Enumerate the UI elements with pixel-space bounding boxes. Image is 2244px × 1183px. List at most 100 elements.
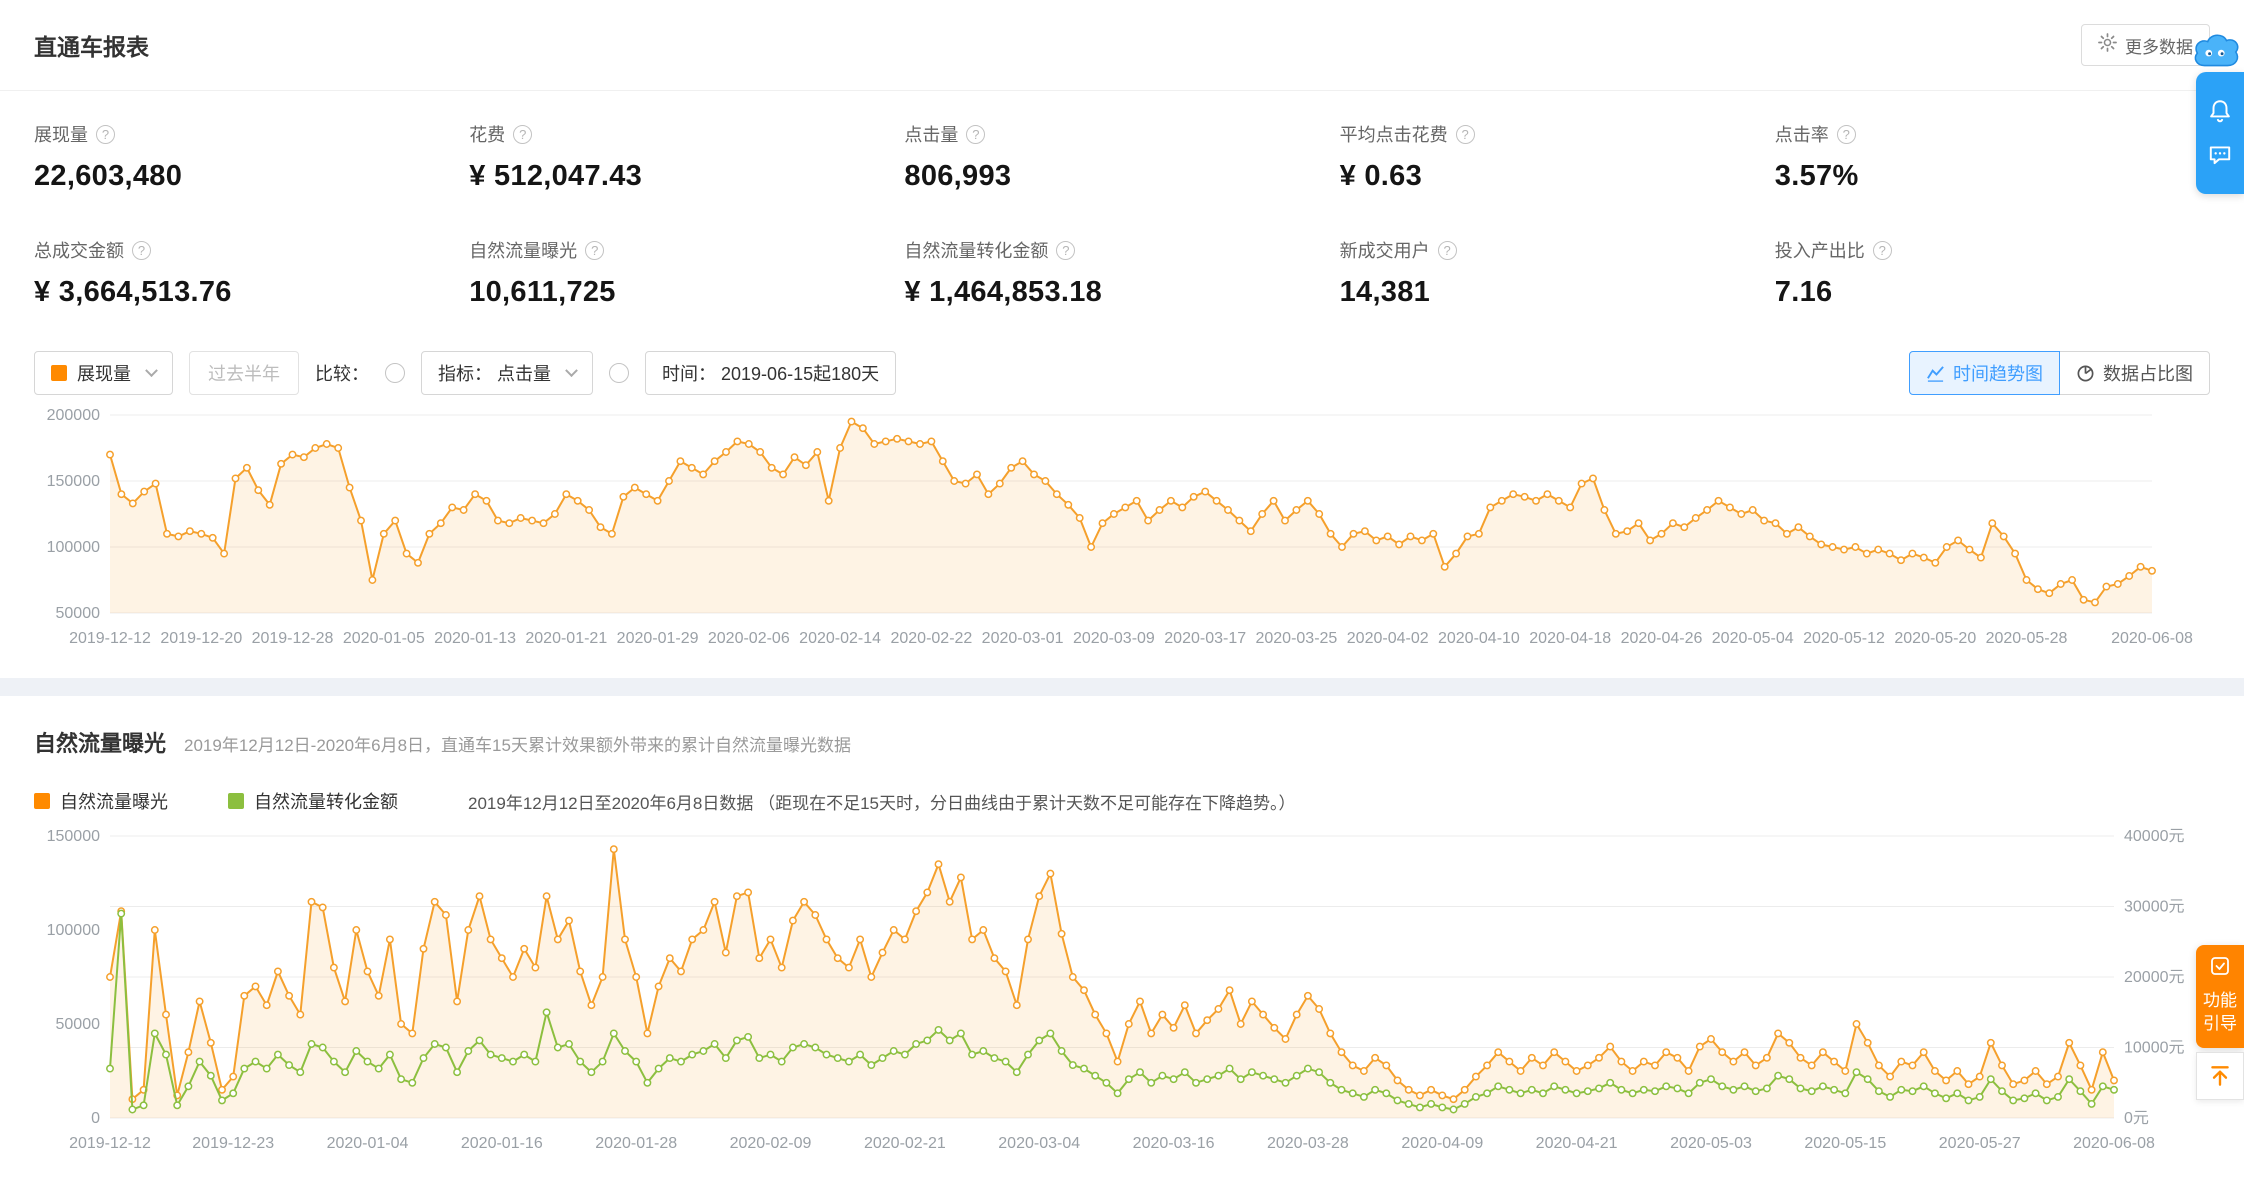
gear-icon [2098,33,2117,57]
metric-organic-impressions: 自然流量曝光 10,611,725 [469,237,904,309]
help-icon[interactable] [1437,240,1457,260]
svg-text:2020-03-25: 2020-03-25 [1255,630,1337,647]
svg-text:2020-02-22: 2020-02-22 [890,630,972,647]
card-header: 直通车报表 更多数据 [0,0,2244,91]
help-icon[interactable] [1836,124,1856,144]
svg-text:2020-05-20: 2020-05-20 [1894,630,1976,647]
svg-text:200000: 200000 [47,407,100,424]
svg-text:2020-04-26: 2020-04-26 [1621,630,1703,647]
svg-text:2020-05-12: 2020-05-12 [1803,630,1885,647]
metric-value: ¥ 512,047.43 [469,160,643,192]
svg-text:40000元: 40000元 [2124,828,2185,845]
help-icon[interactable] [96,124,115,144]
svg-text:2020-01-28: 2020-01-28 [595,1135,677,1152]
svg-text:2020-03-17: 2020-03-17 [1164,630,1246,647]
legend-organic-impressions[interactable]: 自然流量曝光 [34,788,168,814]
svg-text:2020-02-14: 2020-02-14 [799,630,881,647]
metric-value: 22,603,480 [34,160,183,192]
svg-text:50000: 50000 [56,1016,101,1033]
chevron-down-icon [145,363,158,377]
metric-value: 14,381 [1339,276,1431,308]
help-icon[interactable] [1455,124,1475,144]
trend-view-button[interactable]: 时间趋势图 [1909,351,2060,395]
more-data-button[interactable]: 更多数据 [2081,24,2210,66]
svg-text:2020-03-09: 2020-03-09 [1073,630,1155,647]
help-icon[interactable] [132,240,151,260]
chart-controls: 展现量 过去半年 比较： 指标： 点击量 时间： 2019-06-15起180天… [34,351,2210,395]
metric-value: ¥ 3,664,513.76 [34,276,232,308]
svg-text:150000: 150000 [47,828,100,845]
metric-select[interactable]: 展现量 [34,351,173,395]
organic-trend-chart[interactable]: 0 50000 100000 150000 0元 10000元 20000元 30000元 40… [34,822,2210,1158]
help-icon[interactable] [1872,240,1892,260]
organic-trend-chart-wrap: 0 50000 100000 150000 0元 10000元 20000元 30000元 40… [34,822,2210,1163]
compare-radio[interactable] [385,363,405,383]
metric-organic-conversion: 自然流量转化金额 ¥ 1,464,853.18 [904,237,1339,309]
indicator-select[interactable]: 指标： 点击量 [421,351,594,395]
svg-text:2020-06-08: 2020-06-08 [2111,630,2193,647]
svg-text:2020-01-21: 2020-01-21 [525,630,607,647]
svg-text:10000元: 10000元 [2124,1040,2185,1057]
help-icon[interactable] [1056,240,1076,260]
svg-text:2020-01-04: 2020-01-04 [327,1135,409,1152]
metric-value: 806,993 [904,160,1012,192]
impressions-trend-chart[interactable]: 50000 100000 150000 200000 2019-12-12 2019-12… [34,401,2210,653]
section-divider [0,678,2244,696]
guide-icon [2209,955,2231,982]
organic-traffic-card: 自然流量曝光 2019年12月12日-2020年6月8日，直通车15天累计效果额… [0,696,2244,1183]
time-range-box[interactable]: 时间： 2019-06-15起180天 [645,351,897,395]
feature-guide-tab[interactable]: 功能引导 [2196,945,2244,1048]
metric-value: 10,611,725 [469,276,616,308]
chat-icon[interactable] [2207,142,2233,168]
svg-text:2020-04-18: 2020-04-18 [1529,630,1611,647]
indicator-radio[interactable] [609,363,630,383]
help-icon[interactable] [585,240,605,260]
metric-impressions: 展现量 22,603,480 [34,121,469,193]
svg-text:2020-05-03: 2020-05-03 [1670,1135,1752,1152]
notification-panel [2196,72,2244,194]
legend-organic-conversion[interactable]: 自然流量转化金额 [228,788,398,814]
svg-text:2020-05-15: 2020-05-15 [1804,1135,1886,1152]
legend-color-orange [34,793,50,809]
metric-ctr: 点击率 3.57% [1775,121,2210,193]
metric-value: ¥ 0.63 [1339,160,1423,192]
bell-icon[interactable] [2207,98,2233,124]
metric-value: ¥ 1,464,853.18 [904,276,1103,308]
svg-text:2020-03-28: 2020-03-28 [1267,1135,1349,1152]
svg-text:2020-02-09: 2020-02-09 [730,1135,812,1152]
metric-roi: 投入产出比 7.16 [1775,237,2210,309]
page-title: 直通车报表 [34,34,149,60]
svg-text:2020-05-04: 2020-05-04 [1712,630,1794,647]
metric-clicks: 点击量 806,993 [904,121,1339,193]
svg-text:2019-12-12: 2019-12-12 [69,1135,151,1152]
ztc-report-card: 直通车报表 更多数据 展现 [0,0,2244,678]
svg-text:2020-04-10: 2020-04-10 [1438,630,1520,647]
help-icon[interactable] [966,124,986,144]
svg-text:2019-12-12: 2019-12-12 [69,630,151,647]
line-chart-icon [1926,364,1945,383]
series-color-icon [51,365,67,381]
svg-text:100000: 100000 [47,539,100,556]
metric-value: 7.16 [1774,276,1833,308]
svg-text:2020-03-01: 2020-03-01 [982,630,1064,647]
metric-new-buyers: 新成交用户 14,381 [1340,237,1775,309]
svg-text:0元: 0元 [2124,1110,2149,1127]
pie-view-button[interactable]: 数据占比图 [2059,351,2210,395]
metric-cost: 花费 ¥ 512,047.43 [469,121,904,193]
organic-subtitle: 2019年12月12日-2020年6月8日，直通车15天累计效果额外带来的累计自… [184,736,851,755]
svg-text:2020-01-13: 2020-01-13 [434,630,516,647]
chevron-down-icon [565,363,578,377]
organic-section-header: 自然流量曝光 2019年12月12日-2020年6月8日，直通车15天累计效果额… [0,696,2244,758]
past-half-year-button[interactable]: 过去半年 [189,351,299,395]
metric-value: 3.57% [1774,160,1859,192]
organic-title: 自然流量曝光 [34,731,167,756]
svg-text:2020-01-05: 2020-01-05 [343,630,425,647]
svg-text:2020-03-04: 2020-03-04 [998,1135,1080,1152]
help-icon[interactable] [513,124,533,144]
wangwang-mascot-icon[interactable] [2190,28,2240,74]
chart-legend: 自然流量曝光 自然流量转化金额 2019年12月12日至2020年6月8日数据 … [34,788,2210,814]
svg-text:2020-04-02: 2020-04-02 [1347,630,1429,647]
back-to-top-button[interactable] [2196,1052,2244,1100]
svg-text:2020-05-28: 2020-05-28 [1986,630,2068,647]
metric-avg-cpc: 平均点击花费 ¥ 0.63 [1340,121,1775,193]
